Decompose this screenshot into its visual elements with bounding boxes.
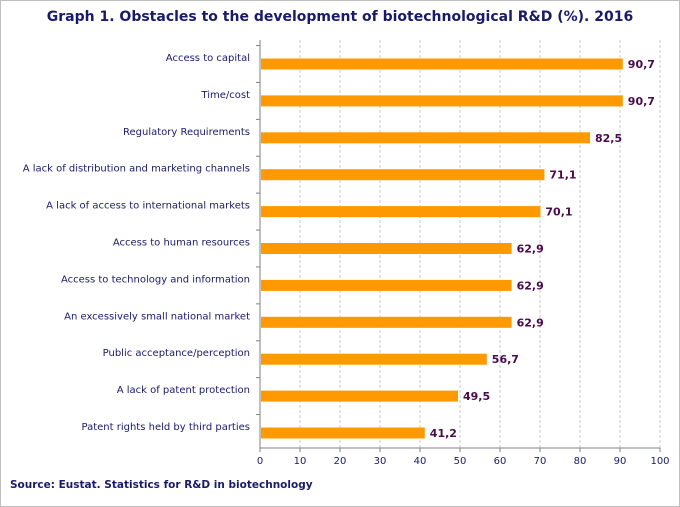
axis-layer: 0 10 20 30 40 50 60 70 80 90 100 [256,40,670,467]
chart-title: Graph 1. Obstacles to the development of… [46,9,634,25]
value-label: 90,7 [628,95,655,108]
bars-layer [261,58,623,439]
value-label: 90,7 [628,58,655,71]
value-label: 49,5 [463,390,490,403]
bar [261,427,425,439]
category-label: Access to human resources [113,238,250,249]
value-label: 62,9 [517,279,544,292]
bar [261,390,458,402]
x-tick-label: 20 [334,456,347,467]
category-label: Public acceptance/perception [103,348,250,359]
category-label: A lack of distribution and marketing cha… [23,164,250,175]
x-tick-label: 70 [534,456,547,467]
bar [261,279,512,291]
x-tick-label: 80 [574,456,587,467]
value-label: 62,9 [517,243,544,256]
x-tick-label: 40 [414,456,427,467]
category-label: Access to capital [166,53,250,64]
category-label: Access to technology and information [61,274,250,285]
x-tick-label: 100 [650,456,669,467]
bar [261,206,541,218]
x-tick-label: 90 [614,456,627,467]
x-tick-label: 50 [454,456,467,467]
value-label: 82,5 [595,132,622,145]
bar [261,132,590,144]
labels-layer: Access to capital 90,7 Time/cost 90,7 Regula… [23,53,655,440]
bar [261,316,512,328]
value-label: 71,1 [549,169,576,182]
category-label: A lack of patent protection [117,385,250,396]
category-label: Time/cost [200,90,250,101]
bar [261,353,487,365]
source-note: Source: Eustat. Statistics for R&D in bi… [10,479,313,491]
bar [261,169,545,181]
x-tick-label: 30 [374,456,387,467]
grid-layer [299,40,661,448]
category-label: An excessively small national market [64,311,250,322]
x-tick-label: 60 [494,456,507,467]
x-tick-label: 0 [257,456,263,467]
value-label: 70,1 [545,206,572,219]
category-label: Regulatory Requirements [123,127,250,138]
bar [261,95,623,107]
x-tick-label: 10 [294,456,307,467]
bar [261,243,512,254]
category-label: A lack of access to international market… [46,201,250,212]
category-label: Patent rights held by third parties [82,422,251,433]
value-label: 56,7 [492,353,519,366]
value-label: 41,2 [430,427,457,440]
bar [261,58,623,70]
value-label: 62,9 [517,316,544,329]
